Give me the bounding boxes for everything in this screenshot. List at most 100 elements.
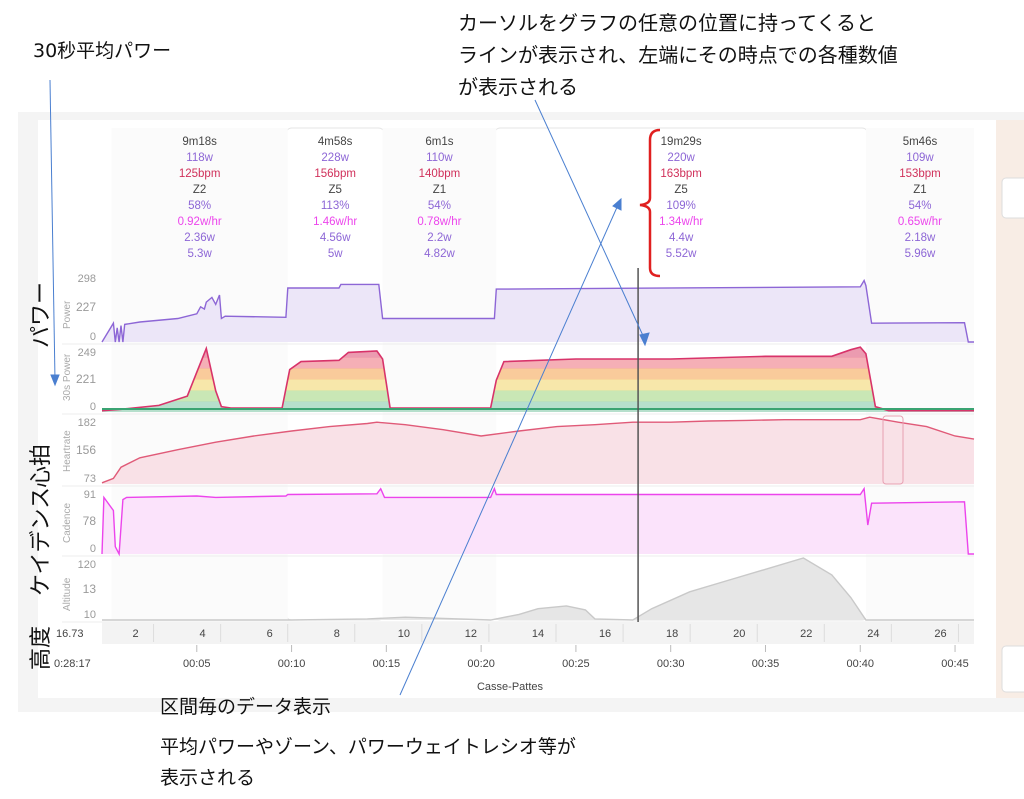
interval-avg_hr: 156bpm <box>314 168 356 180</box>
top-note-line-3: が表示される <box>458 75 578 99</box>
chart-panels: Power 298 227 0 30s Power 249 221 0 Heartrate 182… <box>62 273 975 623</box>
y-tick-avg30-2: 0 <box>90 401 96 413</box>
distance-strip: 16.73 2 4 6 8 10 12 14 16 18 20 22 24 26 <box>56 622 974 644</box>
interval-avg_hr: 125bpm <box>179 168 221 180</box>
interval-zone: Z1 <box>913 184 926 196</box>
y-tick-power-1: 227 <box>76 300 96 314</box>
distance-tick-0: 2 <box>132 628 138 640</box>
interval-summary-1[interactable]: 4m58s 228w 156bpm Z5 113% 1.46w/hr 4.56w 5w <box>313 136 357 260</box>
right-sidebar-box-lower[interactable] <box>1001 645 1024 693</box>
bottom-note-line-2: 平均パワーやゾーン、パワーウェイトレシオ等が <box>160 736 576 758</box>
distance-tick-5: 12 <box>465 628 477 640</box>
interval-duration: 19m29s <box>661 136 702 148</box>
interval-avg_power: 220w <box>667 152 695 164</box>
interval-duration: 5m46s <box>903 136 938 148</box>
interval-avg_power: 228w <box>321 152 349 164</box>
arrow-to-cursor-head <box>639 332 650 347</box>
interval-v2: 5.3w <box>187 248 212 260</box>
y-tick-altitude-2: 10 <box>84 609 96 621</box>
time-tick-0: 00:05 <box>183 658 211 670</box>
arrow-intervals-head <box>612 197 622 211</box>
y-tick-altitude-1: 13 <box>83 582 97 596</box>
y-tick-cadence-0: 91 <box>84 489 96 501</box>
interval-zone: Z1 <box>433 184 446 196</box>
distance-tick-3: 8 <box>334 628 340 640</box>
interval-avg_power: 110w <box>426 152 453 164</box>
time-tick-3: 00:20 <box>467 658 495 670</box>
interval-v1: 2.36w <box>184 232 215 244</box>
annotation-arrows <box>49 79 650 696</box>
arrow-intervals <box>399 204 619 696</box>
interval-v1: 4.4w <box>669 232 694 244</box>
bottom-note: 区間毎のデータ表示 平均パワーやゾーン、パワーウェイトレシオ等が 表示される <box>160 696 576 789</box>
interval-pct: 54% <box>428 200 451 212</box>
interval-avg_hr: 140bpm <box>419 168 461 180</box>
y-tick-power-2: 0 <box>90 331 96 343</box>
time-tick-4: 00:25 <box>562 658 590 670</box>
x-axis-label: Casse-Pattes <box>477 681 544 693</box>
interval-pct: 109% <box>666 200 695 212</box>
zone-band-3 <box>102 368 974 380</box>
bottom-note-line-1: 区間毎のデータ表示 <box>160 696 331 718</box>
avg30-line <box>101 345 974 412</box>
y-tick-avg30-1: 221 <box>76 372 96 386</box>
time-tick-6: 00:35 <box>752 658 780 670</box>
interval-avg_power: 118w <box>186 152 213 164</box>
zone-band-1 <box>102 390 974 402</box>
bottom-note-line-3: 表示される <box>160 767 255 789</box>
distance-tick-1: 4 <box>200 628 206 640</box>
interval-v1: 2.2w <box>427 232 452 244</box>
interval-summary-2[interactable]: 6m1s 110w 140bpm Z1 54% 0.78w/hr 2.2w 4.82w <box>417 136 461 260</box>
distance-tick-9: 20 <box>733 628 745 640</box>
y-tick-altitude-0: 120 <box>78 559 96 571</box>
time-tick-7: 00:40 <box>846 658 874 670</box>
heart-area <box>102 417 974 484</box>
side-label-cadence: ケイデンス <box>29 487 54 596</box>
distance-tick-8: 18 <box>666 628 678 640</box>
interval-avg_hr: 163bpm <box>660 168 702 180</box>
power-line <box>101 278 974 343</box>
heart-line <box>101 416 975 484</box>
y-tick-avg30-0: 249 <box>78 347 96 359</box>
time-tick-1: 00:10 <box>278 658 306 670</box>
interval-v2: 5.96w <box>905 248 936 260</box>
distance-tick-10: 22 <box>800 628 812 640</box>
arrow-30s-head <box>50 374 60 387</box>
interval-wkg: 1.46w/hr <box>313 216 357 228</box>
side-label-altitude: 高度 <box>29 626 54 670</box>
distance-tick-7: 16 <box>599 628 611 640</box>
arrow-30s <box>49 79 56 381</box>
time-axis: 0:28:17 Casse-Pattes 00:05 00:10 00:15 00:2… <box>54 645 969 693</box>
panel-title-avg30: 30s Power <box>62 353 73 401</box>
y-tick-cadence-1: 78 <box>83 514 97 528</box>
interval-zone: Z5 <box>328 184 341 196</box>
interval-duration: 9m18s <box>182 136 217 148</box>
panel-power: Power 298 227 0 <box>62 273 974 345</box>
panel-title-heart: Heartrate <box>62 430 73 472</box>
distance-tick-6: 14 <box>532 628 544 640</box>
zone-band-4 <box>102 357 974 369</box>
red-bracket <box>639 128 661 278</box>
distance-tick-2: 6 <box>267 628 273 640</box>
avg30-note: 30秒平均パワー <box>33 40 171 62</box>
time-tick-5: 00:30 <box>657 658 685 670</box>
interval-summary-0[interactable]: 9m18s 118w 125bpm Z2 58% 0.92w/hr 2.36w 5.3w <box>178 136 222 260</box>
interval-summary-4[interactable]: 5m46s 109w 153bpm Z1 54% 0.65w/hr 2.18w 5.96w <box>898 136 942 260</box>
interval-pct: 113% <box>321 200 350 212</box>
arrow-to-cursor <box>534 99 646 341</box>
distance-strip-bg <box>102 622 974 644</box>
cadence-line <box>101 486 974 557</box>
interval-pct: 54% <box>908 200 931 212</box>
top-note-line-2: ラインが表示され、左端にその時点での各種数値 <box>458 43 898 67</box>
heart-hover-box <box>882 415 904 485</box>
distance-tick-12: 26 <box>934 628 946 640</box>
interval-pct: 58% <box>188 200 211 212</box>
side-label-heart: 心拍 <box>29 444 54 488</box>
y-tick-cadence-2: 0 <box>90 543 96 555</box>
interval-summary-3[interactable]: 19m29s 220w 163bpm Z5 109% 1.34w/hr 4.4w 5.52w <box>659 136 703 260</box>
interval-wkg: 0.65w/hr <box>898 216 942 228</box>
right-sidebar-box[interactable] <box>1001 177 1024 219</box>
side-label-power: パワー <box>29 282 54 348</box>
distance-tick-4: 10 <box>398 628 410 640</box>
